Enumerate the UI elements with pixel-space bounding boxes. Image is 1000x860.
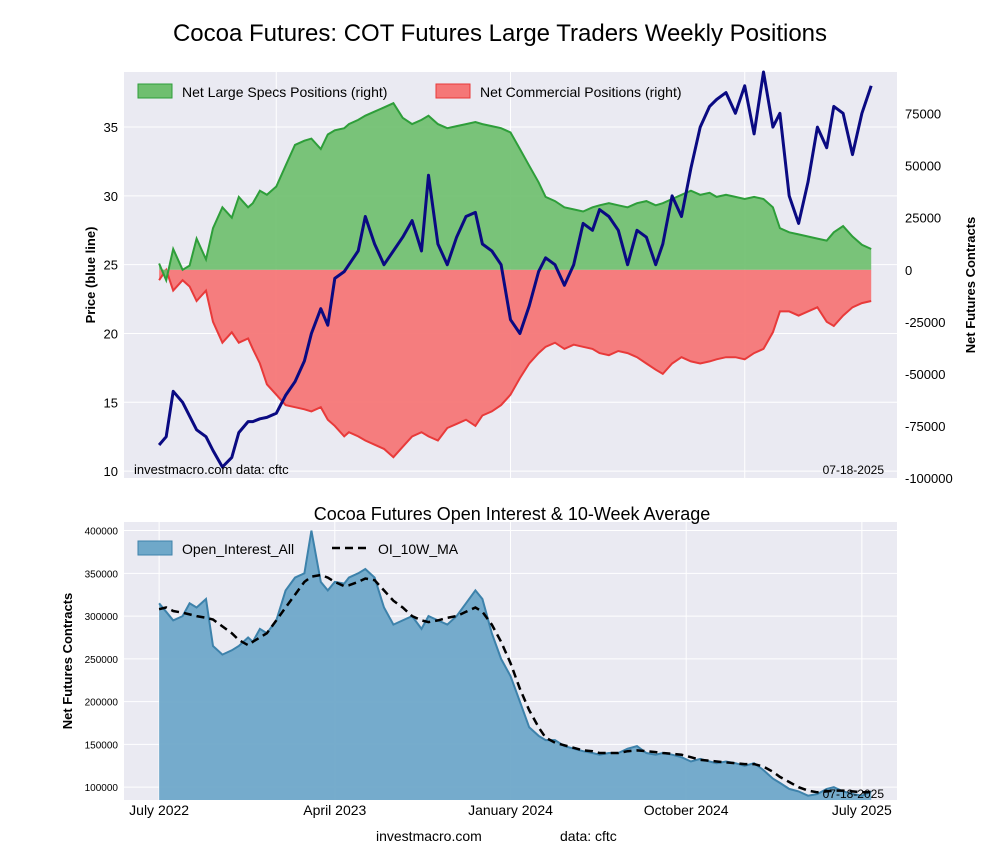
open-interest-area xyxy=(159,530,872,800)
price-axis-label: Price (blue line) xyxy=(83,227,98,324)
net-contracts-axis-tick-label: 50000 xyxy=(905,159,941,174)
specs-area xyxy=(159,103,872,281)
commercial-line xyxy=(158,267,872,459)
oi-axis-label: Net Futures Contracts xyxy=(60,593,75,730)
commercial-area xyxy=(159,269,872,458)
oi-axis-tick-label: 100000 xyxy=(85,783,119,794)
price-line xyxy=(157,70,873,469)
oi-axis-tick-label: 150000 xyxy=(85,740,119,751)
net-contracts-axis-tick-label: 0 xyxy=(905,263,912,278)
price-axis-tick-label: 10 xyxy=(104,464,118,479)
price-axis-tick-label: 35 xyxy=(104,120,118,135)
footer-site-label: investmacro.com xyxy=(376,828,482,844)
oi-axis-tick-label: 250000 xyxy=(85,655,119,666)
price-axis-tick-label: 30 xyxy=(104,189,118,204)
oi-panel-legend: Open_Interest_All OI_10W_MA xyxy=(137,540,459,557)
x-axis-tick-label: July 2022 xyxy=(129,802,189,818)
open-interest-line xyxy=(158,530,872,797)
net-contracts-axis-label: Net Futures Contracts xyxy=(963,217,978,354)
net-contracts-axis-tick-label: -75000 xyxy=(905,419,945,434)
legend-label-specs: Net Large Specs Positions (right) xyxy=(182,84,387,100)
footer-data-label: data: cftc xyxy=(560,828,617,844)
specs-line xyxy=(158,101,872,284)
x-axis-tick-label: July 2025 xyxy=(832,802,892,818)
legend-label-open-interest: Open_Interest_All xyxy=(182,541,294,557)
oi-axis-tick-label: 350000 xyxy=(85,569,119,580)
net-contracts-axis-tick-label: 25000 xyxy=(905,211,941,226)
legend-swatch-open-interest xyxy=(137,540,173,556)
oi-panel-watermark-date: 07-18-2025 xyxy=(823,787,885,801)
price-axis-tick-label: 15 xyxy=(104,395,118,410)
price-axis-tick-label: 20 xyxy=(104,326,118,341)
price-panel-watermark-date: 07-18-2025 xyxy=(823,463,885,477)
net-contracts-axis-tick-label: -100000 xyxy=(905,471,953,486)
main-title: Cocoa Futures: COT Futures Large Traders… xyxy=(172,20,828,47)
price-panel-watermark-left: investmacro.com data: cftc xyxy=(134,462,289,477)
oi-panel-title: Cocoa Futures Open Interest & 10-Week Av… xyxy=(314,504,711,524)
net-contracts-axis-tick-label: 75000 xyxy=(905,107,941,122)
price-panel-legend: Net Large Specs Positions (right) Net Com… xyxy=(137,83,682,100)
legend-label-commercial: Net Commercial Positions (right) xyxy=(480,84,682,100)
net-contracts-axis-tick-label: -50000 xyxy=(905,367,945,382)
price-axis-tick-label: 25 xyxy=(104,258,118,273)
oi-axis-tick-label: 300000 xyxy=(85,612,119,623)
net-contracts-axis-tick-label: -25000 xyxy=(905,315,945,330)
legend-label-ma: OI_10W_MA xyxy=(378,541,459,557)
x-axis-tick-label: October 2024 xyxy=(644,802,729,818)
oi-axis-tick-label: 200000 xyxy=(85,698,119,709)
x-axis-tick-label: April 2023 xyxy=(303,802,366,818)
oi-axis-tick-label: 400000 xyxy=(85,527,119,538)
x-axis-tick-label: January 2024 xyxy=(468,802,553,818)
legend-swatch-specs xyxy=(137,83,173,99)
oi-10w-ma-line xyxy=(158,573,872,794)
legend-swatch-commercial xyxy=(435,83,471,99)
